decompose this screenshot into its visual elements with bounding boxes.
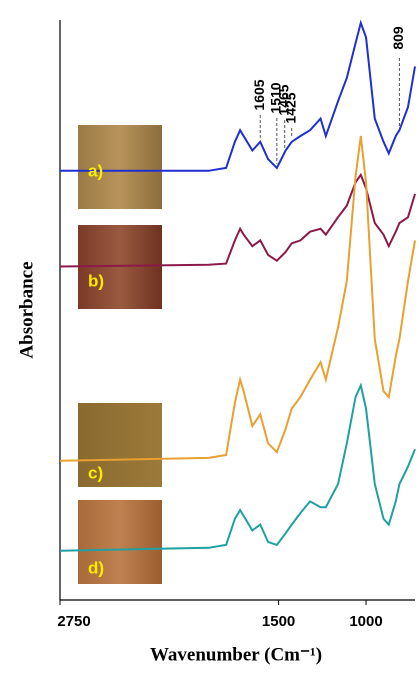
- annotation-label: 1605: [251, 79, 267, 110]
- chart: Wavenumber (Cm⁻¹) Absorbance 2750 1500 100…: [0, 0, 419, 668]
- x-axis-label: Wavenumber (Cm⁻¹): [150, 644, 322, 665]
- series-label: d): [88, 558, 104, 577]
- x-tick-label: 1500: [262, 613, 295, 630]
- y-axis-label: Absorbance: [16, 261, 37, 358]
- series-label: c): [88, 463, 103, 482]
- x-tick-label: 1000: [349, 613, 382, 630]
- series-label: b): [88, 271, 104, 290]
- annotation-label: 1425: [282, 92, 298, 123]
- x-tick-label: 2750: [57, 613, 90, 630]
- annotation-label: 809: [390, 26, 406, 50]
- series-label: a): [88, 161, 103, 180]
